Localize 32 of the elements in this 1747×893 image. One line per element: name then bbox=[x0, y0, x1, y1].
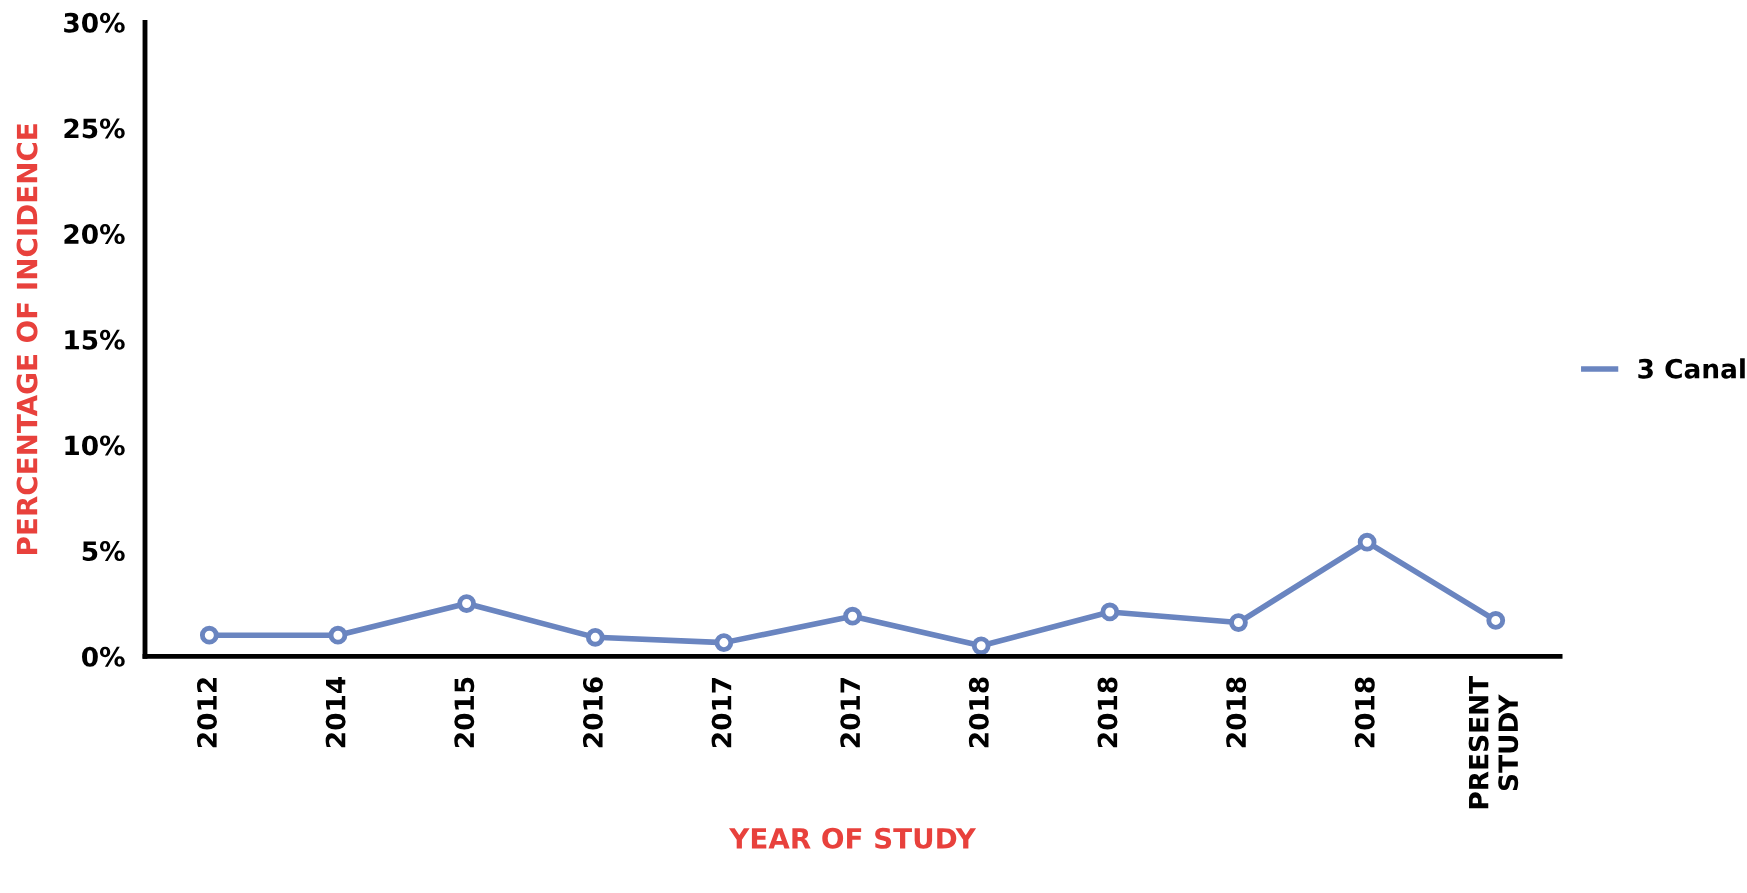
point bbox=[585, 627, 605, 647]
y-tick-label: 20% bbox=[64, 224, 125, 245]
point bbox=[457, 594, 476, 613]
y-tick-label: 25% bbox=[64, 118, 125, 139]
legend-label: 3 Canal bbox=[1638, 358, 1745, 379]
point bbox=[1357, 532, 1377, 552]
x-tick-label: PRESENT STUDY bbox=[1468, 675, 1519, 809]
x-tick-label: 2016 bbox=[582, 677, 603, 748]
x-tick-label: 2018 bbox=[1354, 677, 1375, 748]
point bbox=[328, 625, 348, 645]
x-tick-label: 2018 bbox=[1226, 677, 1247, 748]
y-tick-label: 30% bbox=[64, 12, 125, 33]
point bbox=[1229, 613, 1248, 632]
x-tick-label: 2014 bbox=[325, 677, 346, 748]
y-tick-label: 0% bbox=[82, 646, 125, 667]
point bbox=[971, 636, 991, 656]
x-tick-label: 2017 bbox=[840, 677, 861, 748]
x-tick-label: 2017 bbox=[711, 677, 732, 748]
x-tick-label: 2012 bbox=[197, 678, 217, 748]
x-tick-label: 2018 bbox=[968, 677, 989, 748]
y-tick-label: 10% bbox=[65, 435, 125, 456]
y-tick-label: 15% bbox=[65, 329, 125, 350]
x-tick-label: 2018 bbox=[1097, 677, 1118, 748]
x-axis-title: YEAR OF STUDY bbox=[728, 827, 977, 849]
y-tick-label: 5% bbox=[82, 541, 125, 562]
point bbox=[199, 625, 219, 645]
x-tick-label: 2015 bbox=[454, 677, 475, 748]
point bbox=[1486, 611, 1506, 630]
y-axis-title: PERCENTAGE OF INCIDENCE bbox=[16, 124, 38, 554]
point bbox=[714, 633, 734, 652]
point bbox=[843, 606, 862, 626]
point bbox=[1100, 602, 1120, 622]
